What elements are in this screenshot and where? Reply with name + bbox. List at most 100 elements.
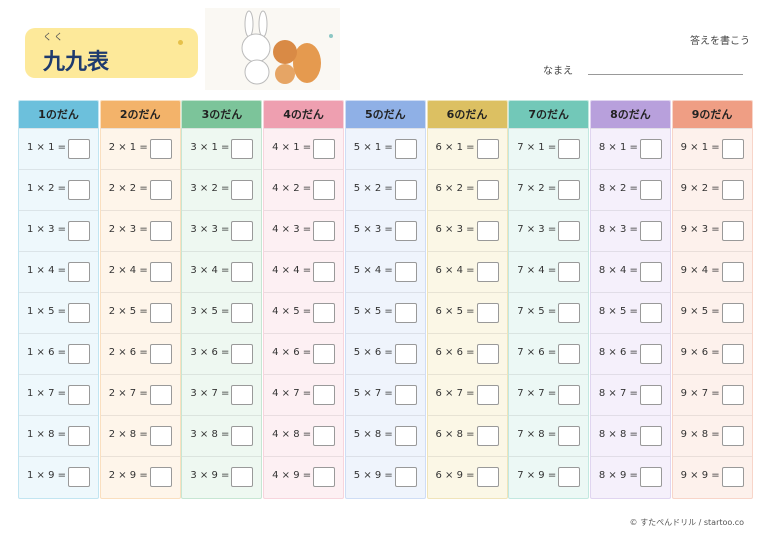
- answer-box[interactable]: [394, 344, 417, 364]
- answer-box[interactable]: [721, 467, 744, 487]
- column-header: 7のだん: [509, 101, 589, 128]
- answer-box[interactable]: [476, 344, 499, 364]
- answer-box[interactable]: [149, 180, 172, 200]
- answer-box[interactable]: [313, 139, 336, 159]
- answer-box[interactable]: [721, 221, 744, 241]
- answer-box[interactable]: [721, 385, 744, 405]
- cell: 7 × 4 =: [509, 251, 589, 292]
- cell: 1 × 7 =: [19, 374, 98, 415]
- answer-box[interactable]: [313, 180, 336, 200]
- answer-box[interactable]: [231, 303, 254, 323]
- answer-box[interactable]: [558, 180, 581, 200]
- answer-box[interactable]: [476, 139, 499, 159]
- answer-box[interactable]: [68, 180, 90, 200]
- answer-box[interactable]: [394, 385, 417, 405]
- answer-box[interactable]: [639, 139, 662, 159]
- answer-box[interactable]: [231, 344, 254, 364]
- cell: 8 × 5 =: [590, 292, 670, 333]
- cell: 1 × 5 =: [19, 292, 98, 333]
- answer-box[interactable]: [313, 262, 336, 282]
- answer-box[interactable]: [476, 467, 499, 487]
- answer-box[interactable]: [639, 262, 662, 282]
- answer-box[interactable]: [149, 385, 172, 405]
- answer-box[interactable]: [639, 221, 662, 241]
- answer-box[interactable]: [721, 139, 744, 159]
- equation: 9 × 2 =: [680, 183, 720, 194]
- answer-box[interactable]: [149, 303, 172, 323]
- answer-box[interactable]: [149, 139, 172, 159]
- answer-box[interactable]: [68, 262, 90, 282]
- answer-box[interactable]: [231, 139, 254, 159]
- answer-box[interactable]: [231, 180, 254, 200]
- cell: 9 × 9 =: [672, 456, 752, 497]
- answer-box[interactable]: [394, 467, 417, 487]
- answer-box[interactable]: [394, 303, 417, 323]
- answer-box[interactable]: [558, 262, 581, 282]
- cell: 2 × 5 =: [100, 292, 180, 333]
- answer-box[interactable]: [394, 262, 417, 282]
- answer-box[interactable]: [231, 262, 254, 282]
- answer-box[interactable]: [476, 180, 499, 200]
- cell: 9 × 5 =: [672, 292, 752, 333]
- answer-box[interactable]: [558, 221, 581, 241]
- answer-box[interactable]: [721, 426, 744, 446]
- answer-box[interactable]: [558, 385, 581, 405]
- answer-box[interactable]: [313, 467, 336, 487]
- answer-box[interactable]: [313, 221, 336, 241]
- answer-box[interactable]: [149, 344, 172, 364]
- answer-box[interactable]: [68, 139, 90, 159]
- answer-box[interactable]: [68, 467, 90, 487]
- answer-box[interactable]: [394, 180, 417, 200]
- answer-box[interactable]: [149, 467, 172, 487]
- answer-box[interactable]: [394, 426, 417, 446]
- answer-box[interactable]: [149, 262, 172, 282]
- column-header: 6のだん: [427, 101, 507, 128]
- answer-box[interactable]: [476, 303, 499, 323]
- equation: 2 × 6 =: [108, 347, 148, 358]
- answer-box[interactable]: [639, 467, 662, 487]
- answer-box[interactable]: [68, 385, 90, 405]
- answer-box[interactable]: [639, 385, 662, 405]
- answer-box[interactable]: [721, 180, 744, 200]
- answer-box[interactable]: [721, 344, 744, 364]
- answer-box[interactable]: [476, 385, 499, 405]
- answer-box[interactable]: [149, 426, 172, 446]
- answer-box[interactable]: [558, 467, 581, 487]
- answer-box[interactable]: [313, 385, 336, 405]
- answer-box[interactable]: [313, 426, 336, 446]
- cell: 1 × 9 =: [19, 456, 98, 497]
- answer-box[interactable]: [68, 303, 90, 323]
- answer-box[interactable]: [476, 221, 499, 241]
- cell: 5 × 9 =: [345, 456, 425, 497]
- answer-box[interactable]: [394, 139, 417, 159]
- answer-box[interactable]: [558, 344, 581, 364]
- answer-box[interactable]: [476, 426, 499, 446]
- answer-box[interactable]: [476, 262, 499, 282]
- cell: 5 × 6 =: [345, 333, 425, 374]
- answer-box[interactable]: [394, 221, 417, 241]
- answer-box[interactable]: [639, 426, 662, 446]
- answer-box[interactable]: [558, 426, 581, 446]
- answer-box[interactable]: [721, 303, 744, 323]
- cell: 6 × 7 =: [427, 374, 507, 415]
- answer-box[interactable]: [639, 344, 662, 364]
- answer-box[interactable]: [558, 139, 581, 159]
- answer-box[interactable]: [639, 303, 662, 323]
- answer-box[interactable]: [231, 221, 254, 241]
- answer-box[interactable]: [231, 467, 254, 487]
- answer-box[interactable]: [313, 344, 336, 364]
- answer-box[interactable]: [721, 262, 744, 282]
- illustration: [205, 8, 340, 90]
- answer-box[interactable]: [558, 303, 581, 323]
- column: 1のだん 1 × 1 = 1 × 2 = 1 × 3 = 1 × 4 = 1 × 5 = 1…: [18, 100, 99, 499]
- answer-box[interactable]: [68, 344, 90, 364]
- cell: 8 × 8 =: [590, 415, 670, 456]
- answer-box[interactable]: [149, 221, 172, 241]
- answer-box[interactable]: [231, 385, 254, 405]
- answer-box[interactable]: [231, 426, 254, 446]
- answer-box[interactable]: [68, 221, 90, 241]
- answer-box[interactable]: [639, 180, 662, 200]
- equation: 5 × 9 =: [353, 470, 393, 481]
- answer-box[interactable]: [313, 303, 336, 323]
- answer-box[interactable]: [68, 426, 90, 446]
